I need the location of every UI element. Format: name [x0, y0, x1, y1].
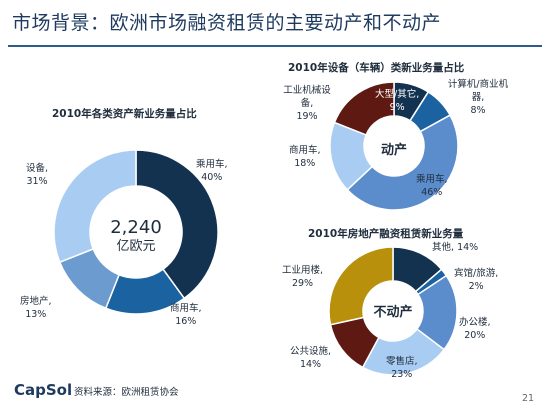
chart-1-slice-4 — [53, 149, 137, 264]
chart-3-center: 不动产 — [364, 301, 422, 320]
chart-1-label-equipment: 设备, 31% — [26, 163, 49, 187]
chart-2-slice-5 — [333, 81, 395, 136]
chart-3-label-hotel: 宾馆/旅游, 2% — [454, 268, 499, 292]
chart-3-label-office: 办公楼, 20% — [459, 317, 491, 341]
chart-1-label-realestate: 房地产, 13% — [20, 296, 52, 320]
chart-2-title: 2010年设备（车辆）类新业务量占比 — [288, 62, 465, 74]
chart-3-title: 2010年房地产融资租赁新业务量 — [308, 228, 464, 240]
chart-3-label-retail: 零售店, 23% — [386, 356, 418, 380]
chart-2-label-computer: 计算机/商业机器, 8% — [447, 79, 509, 116]
chart-1-title: 2010年各类资产新业务量占比 — [52, 108, 197, 120]
page-number: 21 — [522, 393, 535, 404]
chart-3-label-public: 公共设施, 14% — [290, 346, 332, 370]
slide-title: 市场背景：欧洲市场融资租赁的主要动产和不动产 — [12, 12, 442, 34]
chart-2-center-word: 动产 — [380, 143, 407, 158]
source-note: 资料来源：欧洲租赁协会 — [74, 387, 179, 398]
chart-3-center-word: 不动产 — [373, 305, 413, 320]
chart-3-label-industrial: 工业用楼, 29% — [282, 265, 324, 289]
chart-2-label-large: 大型/其它, 9% — [375, 89, 420, 113]
chart-2-slice-3 — [346, 114, 459, 211]
title-divider — [8, 45, 542, 47]
chart-2-label-commercial: 商用车, 18% — [289, 145, 321, 169]
chart-3-label-other: 其他, 14% — [432, 242, 479, 253]
chart-1-center: 2,240 亿欧元 — [94, 218, 178, 255]
chart-2-label-machinery: 工业机械设备, 19% — [283, 85, 331, 122]
chart-3-slice-6 — [328, 246, 394, 326]
capsol-logo: CapSol — [14, 381, 73, 399]
chart-2-label-passenger: 乘用车, 46% — [416, 174, 448, 198]
chart-1-label-passenger: 乘用车, 40% — [196, 159, 228, 183]
chart-1-label-commercial: 商用车, 16% — [170, 303, 202, 327]
chart-2-center: 动产 — [368, 139, 420, 158]
chart-1-slice-1 — [135, 149, 219, 300]
chart-1-unit: 亿欧元 — [116, 239, 156, 254]
chart-1-total: 2,240 — [110, 217, 162, 238]
